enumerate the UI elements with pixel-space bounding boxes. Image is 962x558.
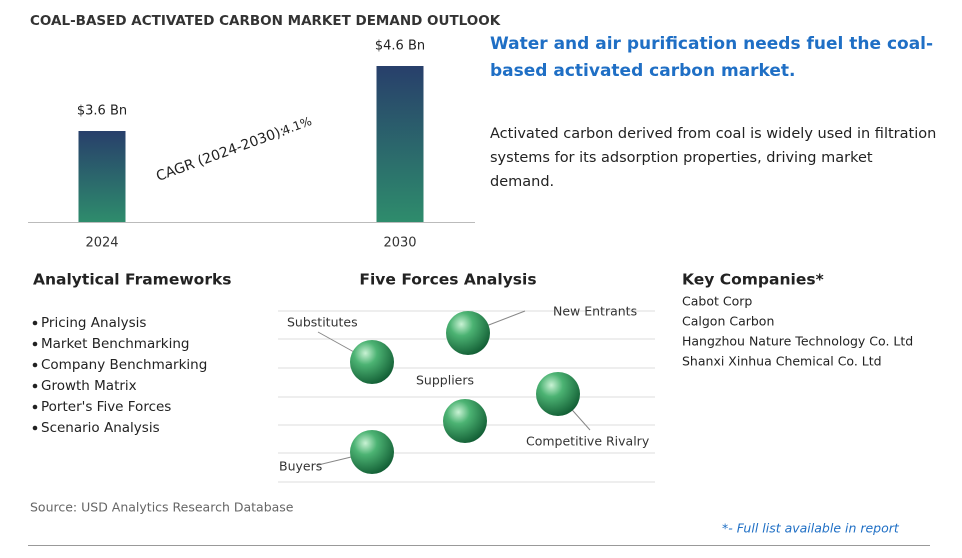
bar	[376, 66, 424, 222]
bullet	[32, 425, 38, 431]
source: Source: USD Analytics Research Database	[30, 500, 294, 515]
x-tick-label: 2030	[383, 236, 416, 251]
section-title: Five Forces Analysis	[359, 271, 536, 289]
company-item: Shanxi Xinhua Chemical Co. Ltd	[682, 354, 882, 369]
bar	[78, 131, 126, 222]
description: Activated carbon derived from coal is wi…	[490, 126, 937, 190]
framework-item: Company Benchmarking	[41, 357, 207, 373]
cagr-label: CAGR (2024-2030):	[154, 123, 287, 185]
force-label: New Entrants	[553, 304, 637, 319]
bullet	[32, 383, 38, 389]
bullet	[32, 404, 38, 410]
cagr-value: 4.1%	[280, 114, 313, 138]
framework-item: Market Benchmarking	[41, 336, 189, 352]
company-item: Hangzhou Nature Technology Co. Ltd	[682, 334, 913, 349]
bullet	[32, 362, 38, 368]
value-label: $3.6 Bn	[77, 104, 127, 119]
value-label: $4.6 Bn	[375, 39, 425, 54]
sphere	[350, 340, 394, 384]
headline: Water and air purification needs fuel th…	[490, 34, 934, 81]
force-label: Competitive Rivalry	[526, 434, 650, 449]
framework-item: Pricing Analysis	[41, 315, 146, 331]
sphere	[536, 372, 580, 416]
framework-item: Porter's Five Forces	[41, 399, 171, 415]
company-item: Cabot Corp	[682, 294, 752, 309]
cagr-annotation: CAGR (2024-2030): 4.1%	[154, 114, 314, 185]
force-label: Suppliers	[416, 373, 474, 388]
force-label: Substitutes	[287, 315, 358, 330]
company-item: Calgon Carbon	[682, 314, 774, 329]
framework-item: Growth Matrix	[41, 378, 137, 394]
chart-title: COAL-BASED ACTIVATED CARBON MARKET DEMAN…	[30, 13, 501, 29]
sphere	[446, 311, 490, 355]
framework-item: Scenario Analysis	[41, 420, 160, 436]
section-title: Analytical Frameworks	[33, 271, 232, 289]
sphere	[350, 430, 394, 474]
x-tick-label: 2024	[85, 236, 118, 251]
section-title: Key Companies*	[682, 271, 824, 289]
five-forces-diagram	[278, 310, 655, 483]
sphere	[443, 399, 487, 443]
bullet	[32, 341, 38, 347]
bullet	[32, 320, 38, 326]
footnote: *- Full list available in report	[722, 521, 900, 536]
force-label: Buyers	[279, 459, 322, 474]
